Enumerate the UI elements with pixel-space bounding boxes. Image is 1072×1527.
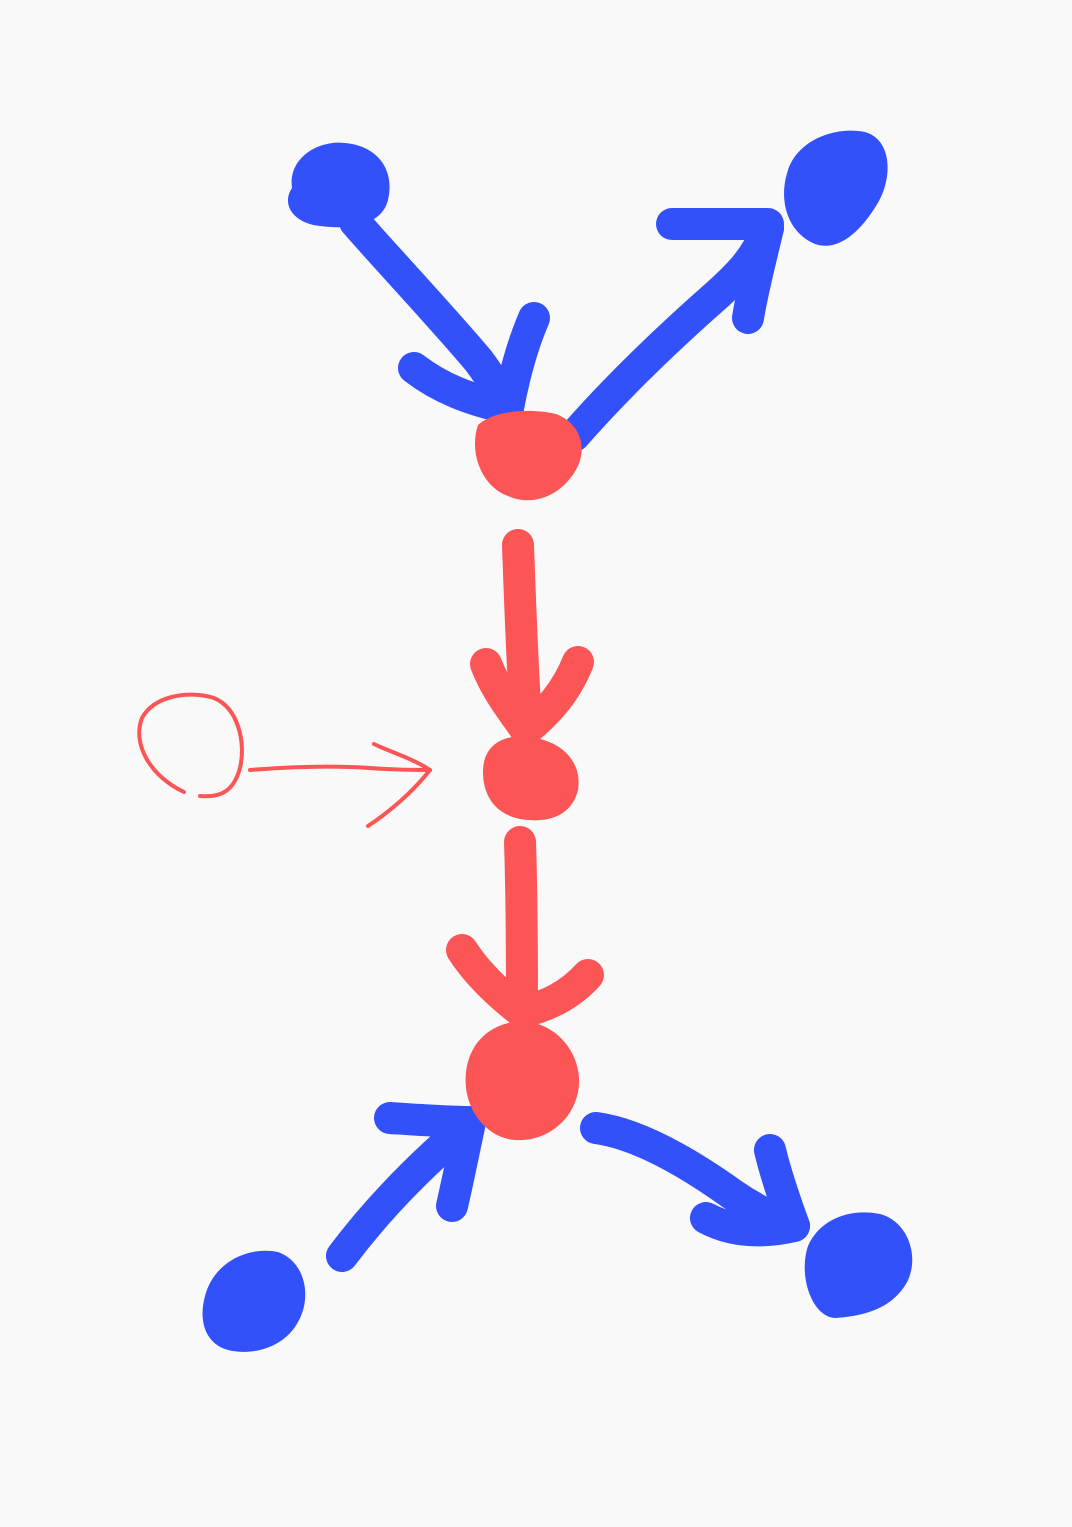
upper-red-node xyxy=(474,410,582,501)
edge-outlined-to-middle-red-arrow xyxy=(248,742,432,828)
edge-outlined-to-middle-red-shaft xyxy=(248,764,432,772)
edge-top-left-to-upper-red-arrow xyxy=(339,206,550,424)
edge-middle-red-to-lower-red-arrow xyxy=(446,826,604,1028)
outlined-red-node xyxy=(137,692,244,799)
edge-upper-red-to-middle-red-shaft xyxy=(502,529,542,738)
edge-bottom-left-to-lower-red-arrowhead xyxy=(374,1102,486,1222)
top-right-blue-node xyxy=(784,130,888,246)
edge-upper-red-to-top-right-arrow xyxy=(558,208,784,452)
outlined-red-node-outline xyxy=(137,692,244,799)
lower-red-node xyxy=(465,1021,580,1141)
bottom-left-blue-node xyxy=(202,1250,306,1352)
edge-lower-red-to-bottom-right-arrowhead xyxy=(690,1134,810,1247)
edge-outlined-to-middle-red-arrowhead xyxy=(366,742,432,828)
edge-top-left-to-upper-red-arrowhead xyxy=(398,302,550,424)
edge-middle-red-to-lower-red-shaft xyxy=(504,826,538,1024)
edge-upper-red-to-top-right-arrowhead xyxy=(656,208,784,334)
edge-bottom-left-to-lower-red-arrow xyxy=(326,1102,486,1272)
edge-lower-red-to-bottom-right-arrow xyxy=(580,1112,810,1247)
top-left-blue-node xyxy=(287,142,390,228)
edge-upper-red-to-middle-red-arrowhead xyxy=(470,646,594,746)
edge-upper-red-to-top-right-shaft xyxy=(558,212,784,452)
bottom-right-blue-node xyxy=(804,1212,913,1318)
middle-red-node xyxy=(483,736,579,821)
edge-middle-red-to-lower-red-arrowhead xyxy=(446,934,604,1028)
edge-upper-red-to-middle-red-arrow xyxy=(470,529,594,746)
